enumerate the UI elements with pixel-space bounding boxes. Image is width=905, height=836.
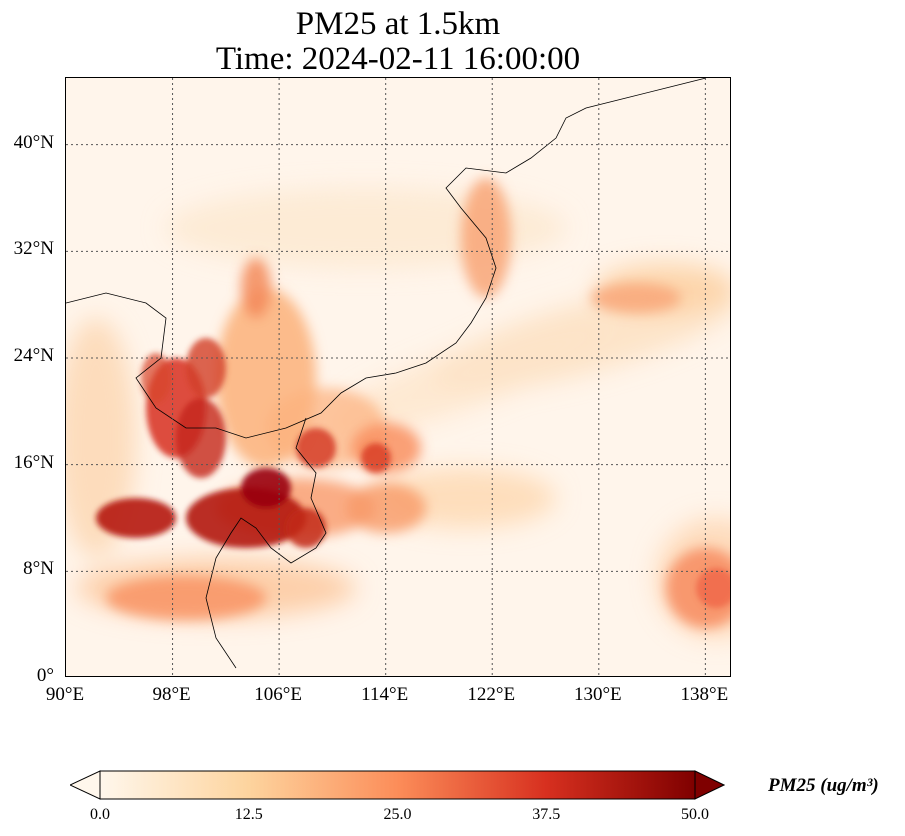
map-title: PM25 at 1.5km: [295, 6, 501, 42]
longitude-tick: 138°E: [680, 684, 729, 705]
pm25-field-map: [66, 78, 730, 676]
latitude-tick: 24°N: [13, 345, 54, 366]
latitude-tick: 16°N: [13, 451, 54, 473]
longitude-tick: 90°E: [45, 684, 85, 705]
latitude-tick: 40°N: [13, 131, 54, 153]
longitude-tick: 122°E: [467, 684, 516, 705]
colorbar-max-extend-arrow: [694, 770, 725, 800]
colorbar: [70, 770, 725, 800]
latitude-tick: 8°N: [23, 558, 54, 580]
longitude-tick: 130°E: [573, 684, 622, 705]
longitude-tick: 114°E: [361, 684, 409, 705]
colorbar-tick: 25.0: [383, 806, 412, 823]
colorbar-min-extend-arrow: [70, 770, 101, 800]
colorbar-tick: 37.5: [532, 806, 561, 823]
longitude-tick: 106°E: [254, 684, 302, 705]
latitude-tick: 32°N: [13, 238, 54, 260]
pm25-high: [96, 338, 730, 608]
longitude-tick: 98°E: [152, 684, 191, 705]
latitude-tick: 0°: [36, 665, 54, 686]
coastline: [66, 78, 707, 669]
colorbar-tick: 12.5: [234, 806, 263, 823]
map-plot-area: [65, 77, 731, 677]
colorbar-label: PM25 (ug/m³): [768, 775, 879, 796]
colorbar-gradient: [99, 770, 696, 800]
map-subtitle-time: Time: 2024-02-11 16:00:00: [215, 41, 581, 77]
colorbar-tick: 0.0: [90, 806, 110, 823]
colorbar-tick: 50.0: [681, 806, 709, 823]
